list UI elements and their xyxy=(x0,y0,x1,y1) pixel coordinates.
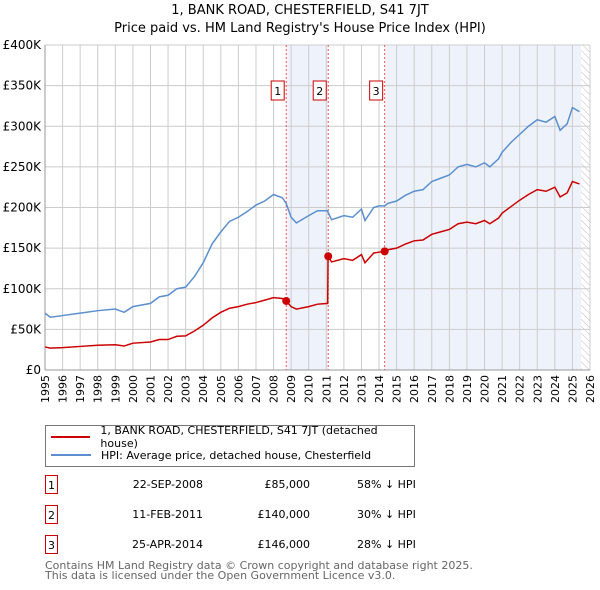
plot-area: 1995 1996 1997 1998 1999 2000 2001 2002 2003 2004… xyxy=(3,38,597,403)
chart-title: 1, BANK ROAD, CHESTERFIELD, S41 7JT xyxy=(171,3,429,18)
price-paid-line xyxy=(44,180,580,349)
x-tick-label: 2022 xyxy=(514,375,527,403)
x-tick-label: 2025 xyxy=(566,375,579,403)
chart-subtitle: Price paid vs. HM Land Registry's House … xyxy=(114,21,486,36)
x-tick-label: 2021 xyxy=(496,375,509,403)
x-tick-label: 2013 xyxy=(355,375,368,403)
x-tick-label: 1997 xyxy=(74,375,87,403)
sale-badge-box xyxy=(312,80,327,101)
sale-price: £146,000 xyxy=(257,538,311,551)
sale-hpi: 28% ↓ HPI xyxy=(357,538,416,551)
y-tick-label: £100K xyxy=(3,282,43,296)
footer-line: This data is licensed under the Open Gov… xyxy=(45,569,396,582)
legend-swatch xyxy=(51,436,91,438)
x-tick-label: 2001 xyxy=(144,375,157,403)
sale-date: 22-SEP-2008 xyxy=(132,478,203,491)
y-tick-label: £400K xyxy=(3,38,43,52)
x-tick-label: 2023 xyxy=(531,375,544,403)
sale-badge-label: 1 xyxy=(274,85,281,98)
x-tick-label: 1995 xyxy=(39,375,52,403)
sale-badge: 2 xyxy=(45,505,58,524)
y-tick-label: £0 xyxy=(26,363,41,377)
y-tick-label: £200K xyxy=(3,201,43,215)
sale-point xyxy=(380,247,389,256)
x-tick-label: 2018 xyxy=(443,375,456,403)
sale-badge: 3 xyxy=(45,535,58,554)
sale-price: £140,000 xyxy=(257,508,311,521)
legend: 1, BANK ROAD, CHESTERFIELD, S41 7JT (det… xyxy=(45,424,415,467)
x-tick-label: 2006 xyxy=(232,375,245,403)
sale-badge-label: 2 xyxy=(316,85,323,98)
x-tick-label: 2017 xyxy=(426,375,439,403)
sale-row: 1 22-SEP-2008 £85,000 58% ↓ HPI xyxy=(45,475,445,495)
x-tick-label: 2005 xyxy=(215,375,228,403)
x-tick-label: 2024 xyxy=(549,375,562,403)
x-tick-label: 2015 xyxy=(391,375,404,403)
sale-badge-label: 3 xyxy=(373,85,380,98)
sale-hpi: 30% ↓ HPI xyxy=(357,508,416,521)
footer-line: Contains HM Land Registry data © Crown c… xyxy=(45,559,473,572)
legend-item-price-paid: 1, BANK ROAD, CHESTERFIELD, S41 7JT (det… xyxy=(51,424,414,450)
sale-date: 11-FEB-2011 xyxy=(132,508,203,521)
x-tick-label: 2000 xyxy=(127,375,140,403)
x-tick-label: 2009 xyxy=(285,375,298,403)
x-tick-label: 2011 xyxy=(320,375,333,403)
x-tick-label: 1996 xyxy=(57,375,70,403)
x-tick-label: 2026 xyxy=(584,375,597,403)
legend-label: 1, BANK ROAD, CHESTERFIELD, S41 7JT (det… xyxy=(100,424,378,450)
x-tick-label: 2012 xyxy=(338,375,351,403)
x-tick-label: 2019 xyxy=(461,375,474,403)
x-tick-label: 2007 xyxy=(250,375,263,403)
x-tick-label: 2020 xyxy=(479,375,492,403)
legend-label: HPI: Average price, detached house, Ches… xyxy=(101,448,372,462)
x-tick-label: 2014 xyxy=(373,375,386,403)
sale-row: 3 25-APR-2014 £146,000 28% ↓ HPI xyxy=(45,535,445,555)
x-tick-label: 1999 xyxy=(109,375,122,403)
sale-date: 25-APR-2014 xyxy=(131,538,203,551)
y-tick-label: £350K xyxy=(3,79,43,93)
sale-badge: 1 xyxy=(45,475,58,494)
x-tick-label: 2004 xyxy=(197,375,210,403)
y-tick-label: £150K xyxy=(3,241,43,255)
y-tick-label: £250K xyxy=(3,160,43,174)
sale-row: 2 11-FEB-2011 £140,000 30% ↓ HPI xyxy=(45,505,445,525)
x-tick-label: 1998 xyxy=(92,375,105,403)
x-tick-label: 2002 xyxy=(162,375,175,403)
x-tick-label: 2003 xyxy=(180,375,193,403)
hpi-line xyxy=(44,106,580,318)
x-tick-label: 2008 xyxy=(268,375,281,403)
sale-badge-box xyxy=(270,80,285,101)
sale-price: £85,000 xyxy=(264,478,311,491)
y-tick-label: £300K xyxy=(3,119,43,133)
legend-swatch xyxy=(51,454,91,456)
sale-badge-box xyxy=(369,80,384,101)
x-tick-label: 2016 xyxy=(408,375,421,403)
y-tick-label: £50K xyxy=(10,322,42,336)
sale-point xyxy=(324,252,333,261)
legend-item-hpi: HPI: Average price, detached house, Ches… xyxy=(51,447,371,463)
footer: Contains HM Land Registry data © Crown c… xyxy=(45,559,473,582)
sale-hpi: 58% ↓ HPI xyxy=(357,478,416,491)
x-tick-label: 2010 xyxy=(303,375,316,403)
sale-point xyxy=(282,296,291,305)
